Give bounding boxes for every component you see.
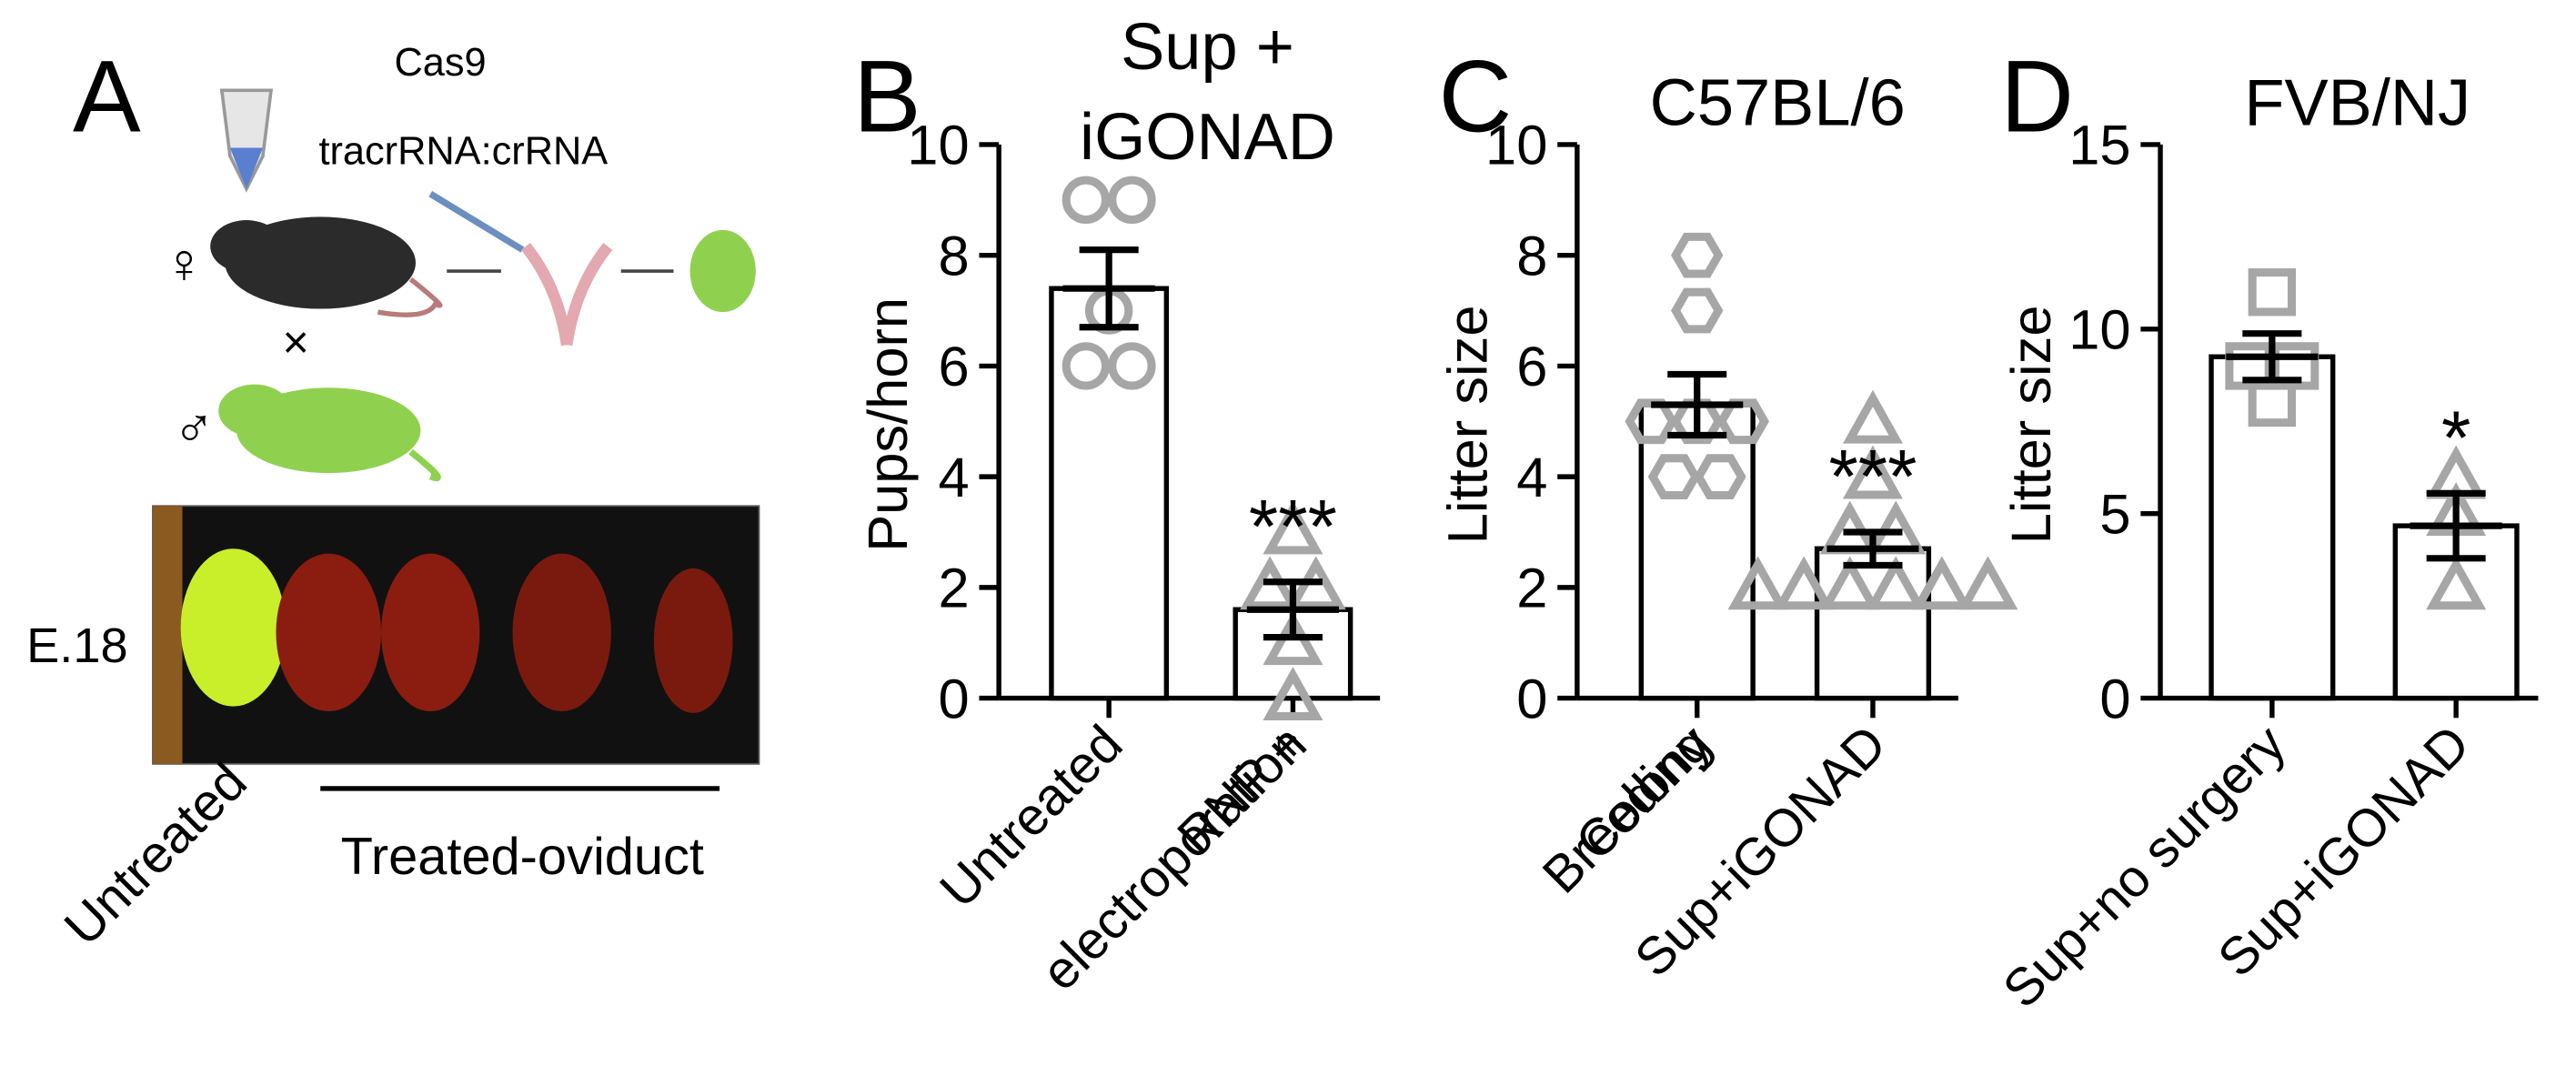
y-tick-label: 8 <box>1516 225 1547 287</box>
panel: B Sup +iGONADPups/horn0246810Untreated***… <box>853 11 1381 1001</box>
chart-title: Sup + <box>1121 11 1294 84</box>
y-axis-label: Litter size <box>2000 306 2063 545</box>
chart-title: FVB/NJ <box>2244 66 2470 139</box>
data-point <box>1842 389 1903 444</box>
data-point <box>1263 667 1323 720</box>
red-embryo <box>276 553 382 712</box>
significance: * <box>2441 396 2470 480</box>
y-axis-label: Pups/horn <box>857 297 920 552</box>
stage-label: E.18 <box>26 618 127 673</box>
reagent-line: Cas9 <box>394 41 486 85</box>
data-point <box>1727 556 1788 610</box>
treated-label: Treated-oviduct <box>341 828 704 886</box>
y-tick-label: 2 <box>938 558 969 620</box>
red-embryo <box>653 568 733 713</box>
y-tick-label: 0 <box>938 668 969 730</box>
y-tick-label: 4 <box>1516 447 1547 509</box>
cross-symbol: × <box>282 317 309 368</box>
mouse-tail <box>377 277 443 317</box>
syringe <box>428 191 525 253</box>
panel-label: B <box>853 39 921 153</box>
data-point <box>2426 556 2487 610</box>
data-point <box>1108 342 1156 390</box>
y-tick-label: 6 <box>1516 336 1547 398</box>
data-point <box>1694 454 1746 499</box>
bar <box>1814 546 1932 701</box>
y-tick-label: 10 <box>2068 298 2130 361</box>
y-tick-label: 8 <box>938 225 969 287</box>
y-tick-label: 15 <box>2068 115 2130 177</box>
mouse-head <box>210 220 283 273</box>
green-pup <box>689 229 756 313</box>
y-axis-label: Litter size <box>1437 306 1500 545</box>
data-point <box>1819 556 1880 610</box>
chart-title: iGONAD <box>1080 101 1335 174</box>
image-edge <box>152 506 183 764</box>
red-embryo <box>512 553 611 712</box>
y-tick-label: 4 <box>938 447 969 509</box>
red-embryo <box>381 553 480 712</box>
panel-label: D <box>2000 39 2074 153</box>
data-point <box>1647 454 1701 499</box>
data-point <box>1774 556 1835 610</box>
y-tick-label: 0 <box>2099 668 2130 730</box>
data-point <box>1062 176 1111 224</box>
significance: *** <box>1828 434 1917 518</box>
panel-label: A <box>73 39 141 153</box>
data-point <box>1716 398 1769 445</box>
panel-a: A Cas9 tracrRNA:crRNA ♀ × ♂ E.18 Treated… <box>26 39 760 957</box>
data-point <box>2248 268 2297 317</box>
data-point <box>1866 556 1927 610</box>
data-point <box>1108 176 1156 224</box>
y-tick-label: 10 <box>907 115 969 177</box>
bar <box>1638 402 1756 701</box>
reagent-line: tracrRNA:crRNA <box>318 130 608 174</box>
chart-title: C57BL/6 <box>1650 66 1906 139</box>
female-symbol: ♀ <box>163 233 205 296</box>
panel-label: C <box>1438 39 1512 153</box>
bar <box>2209 354 2336 701</box>
y-tick-label: 6 <box>938 336 969 398</box>
bar <box>2392 523 2520 701</box>
data-point <box>1062 342 1111 390</box>
data-point <box>1263 500 1323 555</box>
tube-liquid <box>229 147 263 189</box>
y-tick-label: 10 <box>1485 115 1547 177</box>
y-tick-label: 5 <box>2099 483 2130 546</box>
data-point <box>1842 445 1903 499</box>
green-embryo <box>180 548 287 707</box>
significance: *** <box>1249 484 1337 568</box>
data-point <box>1671 232 1724 278</box>
data-point <box>1671 287 1724 334</box>
y-tick-label: 0 <box>1516 668 1547 730</box>
uterus <box>521 242 613 347</box>
mouse-head <box>218 384 291 437</box>
tube <box>219 88 274 193</box>
data-point <box>1911 556 1972 610</box>
untreated-label: Untreated <box>54 752 258 957</box>
y-tick-label: 2 <box>1516 558 1547 620</box>
data-point <box>1957 556 2018 610</box>
mouse-tail <box>408 448 441 482</box>
male-symbol: ♂ <box>173 397 215 459</box>
